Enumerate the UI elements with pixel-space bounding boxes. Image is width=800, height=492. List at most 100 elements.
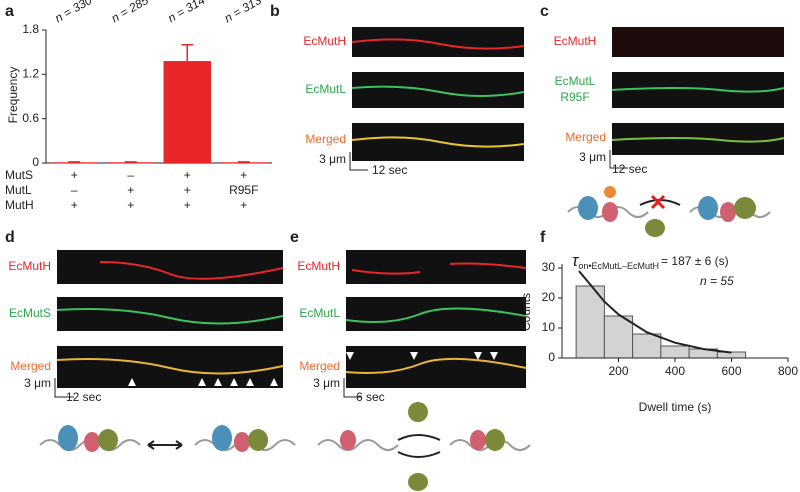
x-axis-label: Dwell time (s) [639,400,712,414]
error-bar [181,44,194,62]
scale-bar [609,150,628,169]
scale-label: 12 sec [372,163,407,177]
kymograph [57,297,283,331]
scale-label: 6 sec [356,390,385,404]
x-tick-label: 200 [608,364,628,378]
panel-letter: f [540,229,546,246]
y-tick-label: 30 [542,260,556,274]
kymograph [352,27,524,57]
condition-label: MutS [5,168,33,182]
panel-letter: a [5,3,14,20]
condition-cell: + [184,198,191,212]
cartoon [39,425,296,452]
bar [50,162,98,164]
panel-letter: d [5,229,15,246]
scale-label: 3 μm [579,150,606,164]
annotation: n = 285 [109,0,151,25]
y-tick-label: 0 [548,350,555,364]
scale-label: 3 μm [24,376,51,390]
row-label: EcMutH [554,34,597,48]
histogram-bar [660,345,690,359]
row-label: Merged [305,132,346,146]
trace [99,261,284,280]
trace [351,262,527,275]
kymograph [346,346,526,388]
kymograph [612,72,784,108]
histogram-bar [632,333,662,359]
histogram-bar [716,351,747,359]
row-label: EcMutH [8,259,51,273]
row-label: EcMutL [555,74,596,88]
row-label: Merged [299,359,340,373]
row-label: R95F [560,90,589,104]
kymograph [346,297,526,331]
scale-bar [343,378,362,398]
condition-label: MutH [5,198,34,212]
condition-cell: – [71,183,78,197]
cartoon [317,402,531,491]
y-axis-label: Frequency [6,67,20,124]
condition-label: MutL [5,183,32,197]
tau-value: = 187 ± 6 (s) [661,254,729,268]
y-tick-label: 10 [542,320,556,334]
trace [351,38,525,50]
annotation: n = 313 [222,0,264,25]
histogram-bar [603,315,634,359]
row-label: Merged [565,130,606,144]
condition-cell: + [184,183,191,197]
trace [56,308,284,325]
trace [345,307,527,323]
y-tick-label: 1.8 [22,22,39,36]
condition-cell: R95F [229,183,258,197]
cartoon [567,186,771,237]
kymograph [612,27,784,57]
scale-bar [54,378,74,398]
condition-cell: + [240,198,247,212]
bar [220,162,268,164]
row-label: EcMutH [297,259,340,273]
scale-bar [349,152,368,171]
scale-label: 12 sec [66,390,101,404]
condition-cell: – [127,168,134,182]
x-tick-label: 400 [665,364,685,378]
row-label: EcMutH [303,34,346,48]
condition-cell: + [71,198,78,212]
trace [611,87,785,93]
condition-cell: + [240,168,247,182]
annotation: n = 314 [165,0,207,25]
row-label: EcMutL [299,306,340,320]
y-tick-label: 0 [32,155,39,169]
y-tick-label: 1.2 [22,67,39,81]
condition-cell: + [127,183,134,197]
scale-label: 3 μm [319,152,346,166]
bar [163,61,211,163]
row-label: EcMutL [305,82,346,96]
tau-symbol: τ [572,251,580,270]
y-tick-label: 0.6 [22,111,39,125]
bar [107,162,155,164]
panel-letter: e [290,229,299,246]
condition-cell: + [184,168,191,182]
annotation: n = 330 [52,0,94,25]
arrowhead [128,378,278,386]
kymograph [346,250,526,284]
scale-label: 3 μm [313,376,340,390]
panel-letter: b [270,3,280,20]
trace [351,85,525,97]
scale-label: 12 sec [612,162,647,176]
y-tick-label: 20 [542,290,556,304]
trace [345,357,527,374]
x-tick-label: 800 [778,364,798,378]
condition-cell: + [127,198,134,212]
y-axis-label: Counts [519,293,533,331]
trace [351,136,525,148]
trace [56,358,284,375]
n-label: n = 55 [700,274,734,288]
row-label: EcMutS [9,306,51,320]
tau-label: τon•EcMutL–EcMutH = 187 ± 6 (s) [572,251,729,271]
tau-subscript: on•EcMutL–EcMutH [578,261,659,271]
trace [611,137,785,143]
row-label: Merged [10,359,51,373]
x-tick-label: 600 [721,364,741,378]
